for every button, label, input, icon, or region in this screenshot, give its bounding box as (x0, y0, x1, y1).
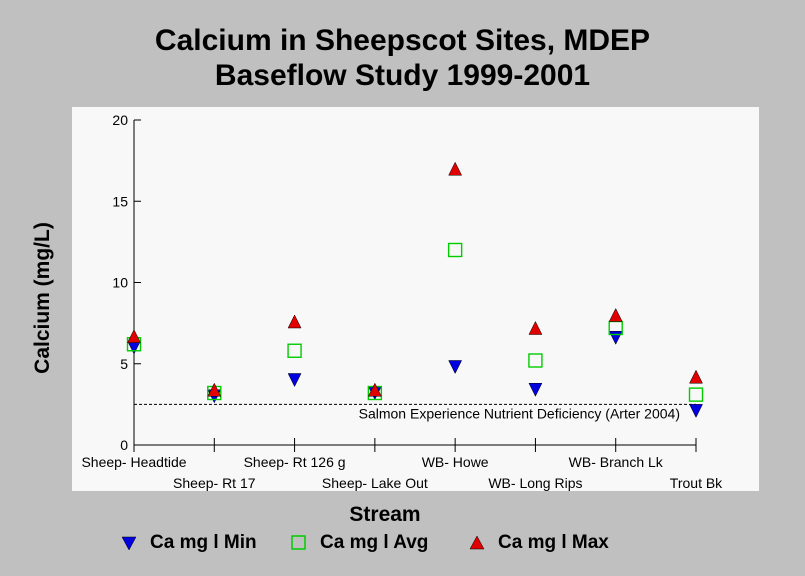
x-tick-label: WB- Long Rips (488, 475, 582, 491)
legend-label-avg: Ca mg l Avg (320, 532, 429, 553)
x-tick-label: Sheep- Rt 126 g (244, 454, 346, 470)
legend-item-max: Ca mg l Max (468, 532, 609, 554)
max-point (689, 369, 703, 384)
avg-point (688, 387, 704, 402)
max-point (448, 161, 463, 176)
triangle-up-icon (469, 535, 485, 550)
y-axis-label: Calcium (mg/L) (31, 222, 54, 374)
y-tick-label: 5 (120, 356, 128, 372)
legend: Ca mg l Min Ca mg l Avg Ca mg l Max (0, 532, 805, 558)
y-tick-label: 0 (120, 437, 128, 453)
max-point (127, 329, 141, 343)
min-point (689, 404, 703, 418)
avg-point (447, 242, 463, 258)
chart-title-line-1: Calcium in Sheepscot Sites, MDEP (154, 24, 651, 57)
x-tick-label: WB- Howe (422, 454, 489, 470)
square-icon (291, 535, 306, 550)
plot-background (72, 107, 759, 491)
legend-label-max: Ca mg l Max (498, 532, 609, 553)
x-axis-label: Stream (349, 503, 421, 526)
triangle-down-icon (121, 536, 137, 551)
max-point (608, 307, 623, 322)
x-tick-label: Sheep- Lake Out (322, 475, 428, 491)
legend-item-min: Ca mg l Min (120, 532, 257, 554)
y-tick-label: 20 (112, 112, 128, 128)
chart-title-line-2: Baseflow Study 1999-2001 (214, 59, 591, 92)
min-point (448, 360, 463, 375)
max-point (207, 382, 222, 397)
avg-point (287, 343, 302, 358)
max-point (528, 320, 543, 335)
max-point (287, 314, 302, 329)
reference-line-label: Salmon Experience Nutrient Deficiency (A… (359, 405, 680, 421)
y-tick-label: 15 (112, 193, 128, 209)
x-tick-label: Sheep- Headtide (81, 454, 186, 470)
min-point (287, 373, 302, 388)
avg-point (528, 353, 543, 368)
x-tick-label: Trout Bk (670, 475, 723, 491)
max-point (367, 382, 382, 397)
x-tick-label: Sheep- Rt 17 (173, 475, 256, 491)
legend-label-min: Ca mg l Min (150, 532, 257, 553)
y-tick-label: 10 (112, 275, 128, 291)
min-point (528, 383, 543, 397)
legend-item-avg: Ca mg l Avg (290, 532, 428, 554)
x-tick-label: WB- Branch Lk (569, 454, 664, 470)
